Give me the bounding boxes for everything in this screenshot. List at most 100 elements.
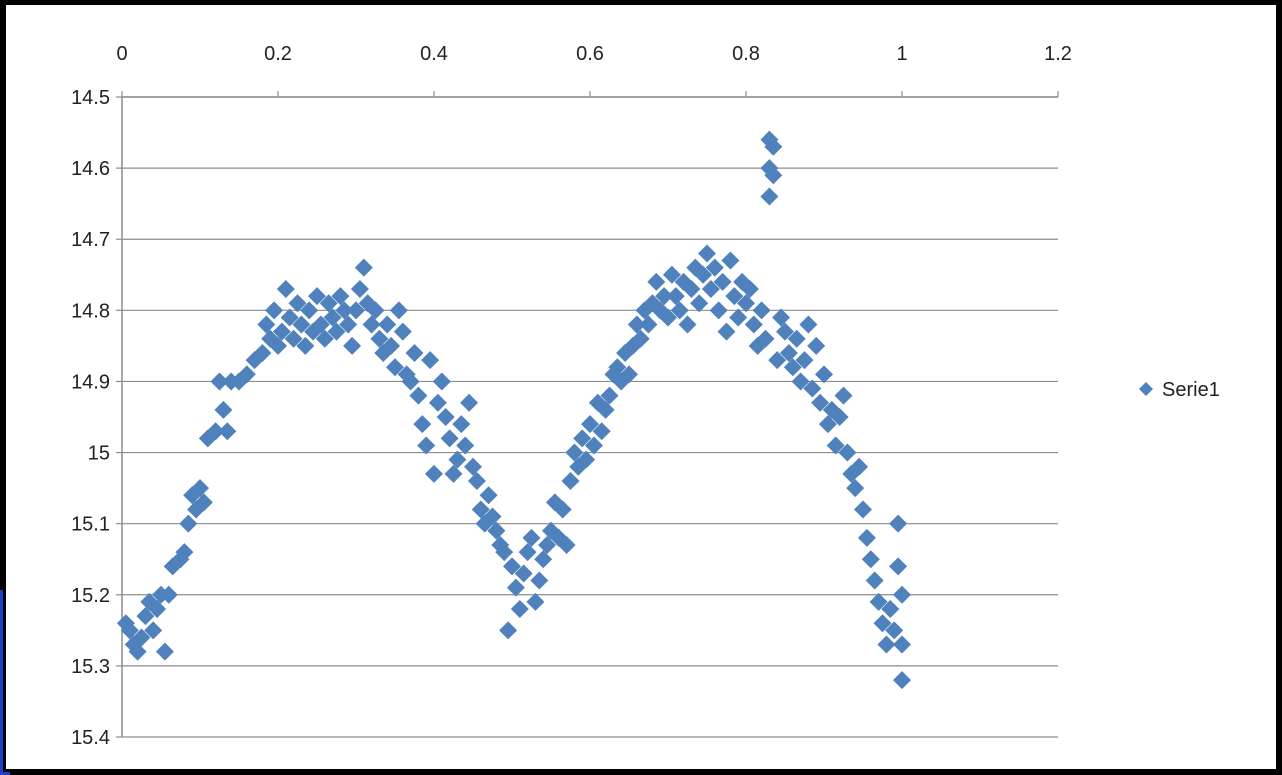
data-point [877, 635, 896, 654]
data-point [327, 322, 346, 341]
data-point [237, 365, 256, 384]
data-point [834, 386, 853, 405]
data-point [514, 564, 533, 583]
data-point [752, 301, 771, 320]
data-point [409, 386, 428, 405]
data-point [787, 329, 806, 348]
data-point [600, 386, 619, 405]
data-point [319, 294, 338, 313]
data-point [760, 187, 779, 206]
data-point [467, 472, 486, 490]
data-point [323, 308, 342, 327]
data-point [335, 301, 354, 320]
data-point [534, 550, 553, 569]
data-point [573, 429, 592, 448]
data-point [530, 571, 549, 590]
data-point [503, 557, 521, 576]
data-point [499, 621, 518, 640]
data-point [354, 258, 373, 277]
data-point [526, 592, 545, 611]
data-point [592, 422, 611, 441]
y-tick-label: 14.9 [71, 371, 110, 393]
data-point [296, 336, 315, 355]
data-point [885, 621, 904, 640]
legend-label: Serie1 [1162, 379, 1220, 401]
data-point [666, 287, 685, 306]
data-point [553, 500, 572, 519]
data-point [444, 464, 463, 483]
data-point [709, 301, 728, 320]
y-tick-label: 14.8 [71, 300, 110, 322]
y-axis-ticks: 14.5 14.6 14.7 14.8 14.9 15 15.1 15.2 15.3 15.4 [71, 87, 122, 749]
data-point [518, 543, 537, 562]
data-point [865, 571, 884, 590]
x-tick-label: 0 [116, 43, 127, 65]
data-point [300, 301, 319, 320]
x-tick-label: 0.8 [732, 43, 760, 65]
data-point [662, 265, 681, 284]
data-point [893, 585, 911, 604]
data-point [315, 329, 334, 348]
data-point [386, 358, 404, 377]
data-point [339, 315, 358, 334]
data-point [584, 436, 603, 455]
data-point [479, 486, 498, 505]
data-point [811, 393, 830, 412]
data-point [288, 294, 307, 313]
data-point [846, 479, 865, 498]
data-point [128, 642, 147, 661]
data-point [838, 443, 857, 462]
data-point [596, 400, 615, 419]
data-point [265, 301, 284, 320]
data-point [389, 301, 408, 320]
y-tick-label: 14.5 [71, 87, 110, 109]
data-point [456, 436, 475, 455]
data-point [659, 308, 677, 327]
data-point [362, 315, 381, 334]
data-point [889, 557, 908, 576]
data-point [405, 344, 424, 362]
data-point [861, 550, 880, 569]
data-point [370, 329, 389, 348]
data-point [471, 500, 490, 519]
data-point [425, 464, 443, 483]
x-tick-label: 1.2 [1044, 43, 1072, 65]
data-point [538, 536, 557, 554]
data-point [401, 372, 420, 391]
data-point [269, 336, 287, 355]
data-point [284, 329, 303, 348]
data-point [701, 280, 720, 298]
data-point [893, 671, 911, 690]
y-tick-label: 15.4 [71, 727, 110, 749]
data-point [132, 628, 151, 647]
data-point [779, 344, 798, 362]
data-point [413, 415, 432, 434]
data-point [764, 166, 783, 185]
x-axis-ticks: 0 0.2 0.4 0.6 0.8 1 1.2 [116, 43, 1072, 97]
data-point [522, 528, 541, 547]
data-point [452, 415, 471, 434]
data-point [378, 315, 397, 334]
data-point [608, 358, 627, 377]
data-point [155, 642, 174, 661]
data-point [881, 600, 900, 618]
data-point [159, 585, 178, 604]
data-point [818, 415, 837, 434]
data-point [620, 365, 638, 384]
data-point [350, 280, 369, 298]
data-points [116, 130, 911, 690]
data-point [717, 322, 736, 341]
data-point [627, 315, 646, 334]
data-point [857, 528, 876, 547]
data-point [795, 351, 814, 370]
x-tick-label: 0.2 [264, 43, 292, 65]
data-point [893, 635, 911, 654]
data-point [776, 322, 794, 341]
data-point [206, 422, 225, 441]
data-point [799, 315, 818, 334]
data-point [631, 329, 650, 348]
data-point [191, 479, 209, 498]
data-point [815, 365, 833, 384]
data-point [791, 372, 810, 391]
data-point [783, 358, 802, 377]
